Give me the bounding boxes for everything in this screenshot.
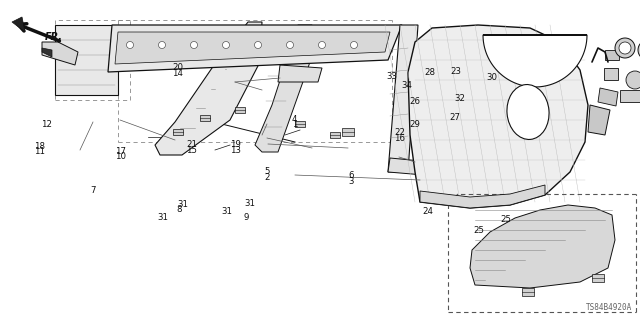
Bar bbox=[620, 90, 640, 102]
Text: 31: 31 bbox=[177, 200, 188, 209]
Text: 34: 34 bbox=[401, 81, 412, 90]
Text: 27: 27 bbox=[449, 113, 460, 122]
Polygon shape bbox=[588, 105, 610, 135]
Text: TS84B4920A: TS84B4920A bbox=[586, 303, 632, 312]
Bar bbox=[173, 129, 183, 135]
Polygon shape bbox=[42, 42, 78, 65]
Text: 18: 18 bbox=[34, 142, 45, 151]
Text: 25: 25 bbox=[500, 215, 511, 224]
Text: 26: 26 bbox=[409, 97, 420, 106]
Text: 25: 25 bbox=[473, 226, 484, 235]
Text: FR.: FR. bbox=[45, 32, 63, 42]
Circle shape bbox=[351, 42, 358, 49]
Text: 29: 29 bbox=[410, 120, 420, 129]
Circle shape bbox=[287, 42, 294, 49]
Circle shape bbox=[159, 42, 166, 49]
Circle shape bbox=[223, 42, 230, 49]
Text: 6: 6 bbox=[348, 172, 353, 180]
Bar bbox=[604, 68, 618, 80]
Polygon shape bbox=[55, 25, 118, 95]
Circle shape bbox=[619, 42, 631, 54]
Text: 5: 5 bbox=[265, 167, 270, 176]
Polygon shape bbox=[388, 25, 418, 172]
Polygon shape bbox=[12, 17, 25, 32]
Circle shape bbox=[255, 42, 262, 49]
Polygon shape bbox=[420, 185, 545, 208]
Text: 22: 22 bbox=[394, 128, 406, 137]
Text: 9: 9 bbox=[244, 213, 249, 222]
Bar bbox=[605, 50, 619, 60]
Text: 10: 10 bbox=[115, 152, 126, 161]
Text: 19: 19 bbox=[230, 140, 241, 149]
Circle shape bbox=[319, 42, 326, 49]
Polygon shape bbox=[470, 205, 615, 288]
Text: 15: 15 bbox=[186, 146, 198, 155]
Text: 20: 20 bbox=[172, 63, 184, 72]
Polygon shape bbox=[408, 25, 588, 208]
Circle shape bbox=[626, 71, 640, 89]
Text: 3: 3 bbox=[348, 177, 353, 186]
Text: 14: 14 bbox=[172, 69, 184, 78]
Polygon shape bbox=[115, 32, 390, 64]
Text: 7: 7 bbox=[90, 186, 95, 195]
Text: 23: 23 bbox=[450, 68, 461, 76]
Text: 12: 12 bbox=[40, 120, 52, 129]
Bar bbox=[592, 275, 604, 282]
Bar bbox=[330, 132, 340, 138]
Circle shape bbox=[638, 40, 640, 60]
Text: 31: 31 bbox=[157, 213, 169, 222]
Text: 13: 13 bbox=[230, 146, 241, 155]
Polygon shape bbox=[255, 25, 312, 152]
Circle shape bbox=[191, 42, 198, 49]
Text: 4: 4 bbox=[292, 115, 297, 124]
Text: 30: 30 bbox=[486, 73, 497, 82]
Ellipse shape bbox=[507, 84, 549, 140]
Text: 17: 17 bbox=[115, 147, 126, 156]
Text: 28: 28 bbox=[424, 68, 436, 77]
Polygon shape bbox=[483, 35, 587, 87]
Circle shape bbox=[615, 38, 635, 58]
Bar bbox=[295, 121, 305, 127]
Text: 31: 31 bbox=[244, 199, 255, 208]
Polygon shape bbox=[598, 88, 618, 106]
Polygon shape bbox=[388, 158, 462, 178]
Text: 21: 21 bbox=[186, 140, 198, 149]
Polygon shape bbox=[42, 48, 52, 57]
Bar bbox=[522, 288, 534, 296]
Text: 1: 1 bbox=[292, 120, 297, 129]
Text: 33: 33 bbox=[386, 72, 397, 81]
Polygon shape bbox=[155, 22, 262, 155]
Polygon shape bbox=[108, 25, 402, 72]
Text: 8: 8 bbox=[177, 205, 182, 214]
Bar bbox=[342, 128, 354, 136]
Polygon shape bbox=[278, 65, 322, 82]
Text: 24: 24 bbox=[422, 207, 433, 216]
Bar bbox=[200, 115, 210, 121]
Text: 16: 16 bbox=[394, 134, 406, 143]
Text: 2: 2 bbox=[265, 173, 270, 182]
Circle shape bbox=[127, 42, 134, 49]
Text: 32: 32 bbox=[454, 94, 465, 103]
Text: 11: 11 bbox=[34, 148, 45, 156]
Bar bbox=[235, 107, 245, 113]
Text: 31: 31 bbox=[221, 207, 233, 216]
